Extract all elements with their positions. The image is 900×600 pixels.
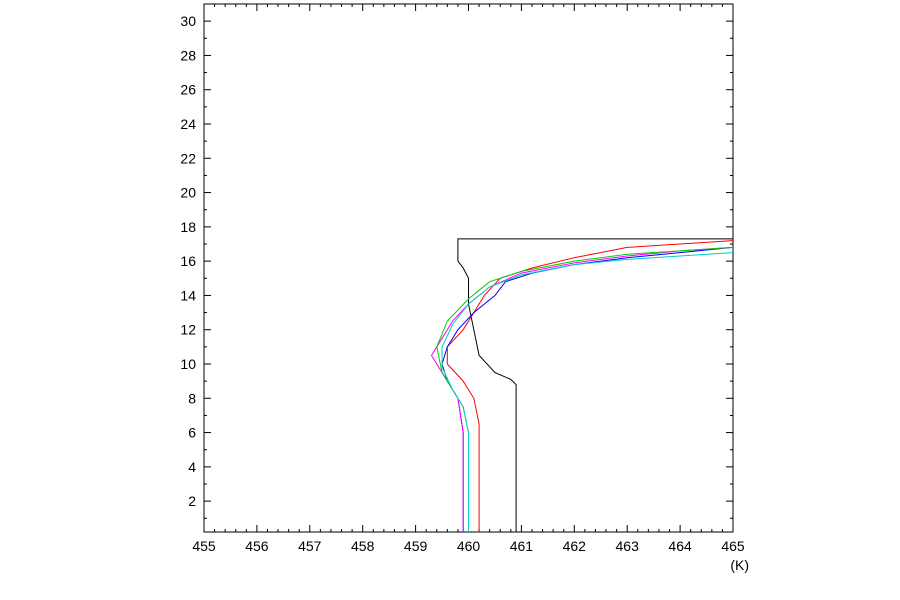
x-tick-label: 460 (457, 538, 481, 554)
x-tick-label: 464 (668, 538, 692, 554)
y-tick-label: 26 (180, 82, 196, 98)
x-tick-label: 456 (245, 538, 269, 554)
x-tick-label: 463 (616, 538, 640, 554)
y-tick-label: 28 (180, 47, 196, 63)
x-tick-label: 455 (192, 538, 216, 554)
x-tick-label: 457 (298, 538, 322, 554)
x-tick-label: 465 (721, 538, 745, 554)
x-tick-label: 461 (510, 538, 534, 554)
y-tick-label: 22 (180, 150, 196, 166)
y-tick-label: 12 (180, 322, 196, 338)
y-tick-label: 18 (180, 219, 196, 235)
series-line-2 (446, 240, 734, 532)
y-tick-label: 20 (180, 185, 196, 201)
series-line-4 (430, 246, 734, 532)
y-tick-label: 16 (180, 253, 196, 269)
y-tick-label: 6 (188, 425, 196, 441)
y-tick-label: 24 (180, 116, 196, 132)
x-tick-label: 459 (404, 538, 428, 554)
y-tick-label: 8 (188, 390, 196, 406)
ticks-group: 455 456 457 458 459 460 461 462 463 464 4652468101… (180, 3, 745, 554)
y-tick-label: 4 (188, 459, 196, 475)
x-unit-label: (K) (730, 557, 749, 573)
series-line-6 (441, 252, 734, 532)
y-tick-label: 2 (188, 493, 196, 509)
x-tick-label: 458 (351, 538, 375, 554)
y-tick-label: 14 (180, 287, 196, 303)
y-tick-label: 30 (180, 13, 196, 29)
series-group (430, 238, 734, 532)
series-line-5 (436, 246, 734, 532)
y-tick-label: 10 (180, 356, 196, 372)
x-tick-label: 462 (563, 538, 587, 554)
